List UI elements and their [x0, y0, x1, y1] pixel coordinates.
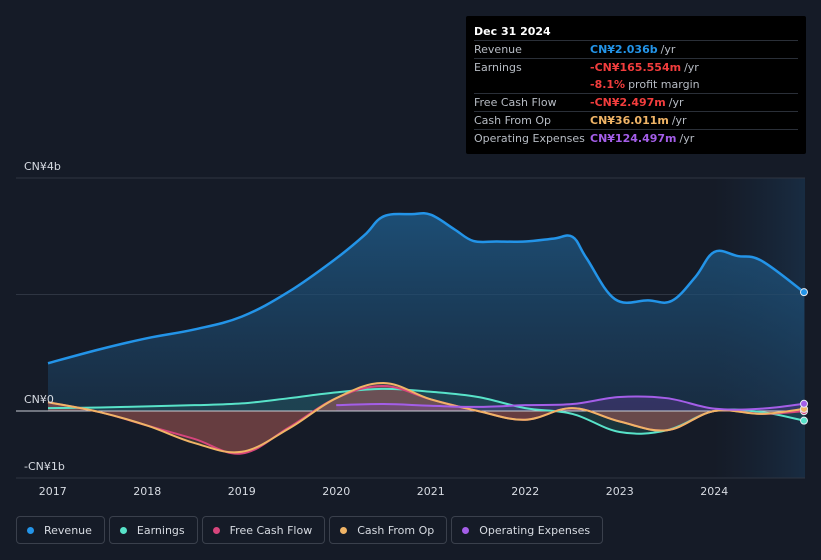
area-revenue: [48, 213, 804, 411]
line-revenue: [47, 211, 805, 365]
legend-dot-icon: [119, 526, 127, 534]
tooltip-unit: /yr: [668, 96, 684, 109]
x-tick-label-2020: 2020: [322, 485, 350, 498]
area-cfo: [48, 383, 804, 453]
tooltip-row-fcf: Free Cash Flow -CN¥2.497m /yr: [474, 93, 798, 111]
tooltip-label: Cash From Op: [474, 114, 552, 127]
tooltip-value: CN¥36.011m: [590, 114, 669, 127]
x-tick-label-2022: 2022: [511, 485, 539, 498]
y-label-bottom: -CN¥1b: [24, 460, 65, 473]
legend-item-operating-expenses[interactable]: Operating Expenses: [451, 516, 604, 544]
legend-dot-icon: [340, 526, 348, 534]
tooltip-date: Dec 31 2024: [474, 25, 551, 38]
tooltip-unit: /yr: [684, 61, 699, 74]
legend-label: Revenue: [44, 523, 92, 537]
end-marker-opex: [800, 399, 808, 408]
x-tick-label-2023: 2023: [606, 485, 634, 498]
y-label-zero: CN¥0: [24, 393, 54, 406]
tooltip-value: CN¥124.497m: [590, 132, 677, 145]
tooltip-row-earnings: Earnings -CN¥165.554m /yr: [474, 58, 798, 76]
tooltip-row-cfo: Cash From Op CN¥36.011m /yr: [474, 111, 798, 129]
legend-item-revenue[interactable]: Revenue: [16, 516, 105, 544]
tooltip-unit: profit margin: [628, 78, 700, 91]
x-tick-label-2021: 2021: [417, 485, 445, 498]
x-tick-label-2019: 2019: [228, 485, 256, 498]
line-opex: [336, 395, 805, 411]
tooltip-row-revenue: Revenue CN¥2.036b /yr: [474, 40, 798, 58]
tooltip-row-opex: Operating Expenses CN¥124.497m /yr: [474, 129, 798, 147]
tooltip-unit: /yr: [671, 114, 687, 127]
end-marker-earnings: [800, 416, 808, 425]
tooltip-label: [474, 76, 590, 93]
tooltip-value: -8.1%: [590, 78, 626, 91]
tooltip-value: CN¥2.036b: [590, 43, 658, 56]
legend-label: Cash From Op: [357, 523, 435, 537]
line-cfo: [47, 382, 805, 454]
legend-item-free-cash-flow[interactable]: Free Cash Flow: [201, 516, 326, 544]
tooltip-label: Operating Expenses: [474, 132, 585, 145]
tooltip-unit: /yr: [660, 43, 676, 56]
legend-label: Earnings: [136, 523, 185, 537]
area-fcf: [48, 385, 804, 454]
tooltip-value: -CN¥2.497m: [590, 96, 666, 109]
y-label-top: CN¥4b: [24, 160, 61, 173]
tooltip-value: -CN¥165.554m: [590, 61, 682, 74]
legend-item-cash-from-op[interactable]: Cash From Op: [329, 516, 448, 544]
x-tick-label-2018: 2018: [133, 485, 161, 498]
legend-label: Operating Expenses: [479, 523, 591, 537]
tooltip-row-profit-margin: -8.1% profit margin: [474, 76, 798, 93]
data-tooltip: Dec 31 2024 Revenue CN¥2.036b /yr Earnin…: [466, 16, 806, 154]
financial-chart: CN¥4b CN¥0 -CN¥1b 2017 2018 2019 2020 2021 2022 2…: [16, 160, 808, 498]
tooltip-label: Revenue: [474, 43, 522, 56]
legend-item-earnings[interactable]: Earnings: [108, 516, 198, 544]
area-earnings: [48, 388, 804, 434]
tooltip-label: Earnings: [474, 61, 522, 74]
x-tick-label-2024: 2024: [700, 485, 728, 498]
end-marker-revenue: [800, 288, 808, 297]
x-tick-label-2017: 2017: [39, 485, 67, 498]
legend-dot-icon: [462, 526, 470, 534]
tooltip-unit: /yr: [679, 132, 695, 145]
legend-dot-icon: [27, 526, 34, 534]
chart-legend: Revenue Earnings Free Cash Flow Cash Fro…: [16, 516, 604, 544]
tooltip-label: Free Cash Flow: [474, 96, 557, 109]
legend-dot-icon: [212, 526, 220, 534]
legend-label: Free Cash Flow: [229, 523, 313, 537]
